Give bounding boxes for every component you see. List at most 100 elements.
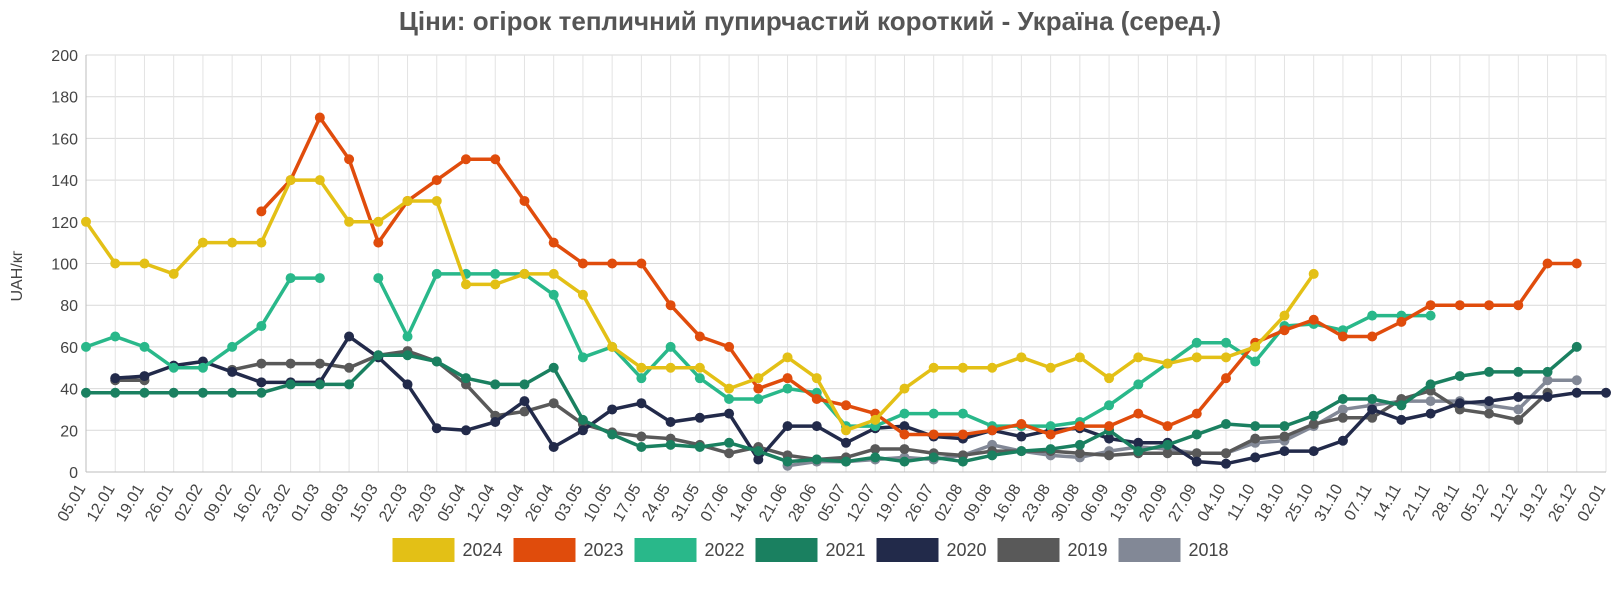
data-point-2020[interactable] [1542, 391, 1553, 402]
data-point-2021[interactable] [81, 387, 91, 398]
data-point-2024[interactable] [957, 362, 968, 373]
data-point-2021[interactable] [1279, 421, 1290, 432]
data-point-2019[interactable] [344, 362, 355, 373]
data-point-2020[interactable] [227, 366, 238, 377]
data-point-2019[interactable] [314, 358, 325, 369]
data-point-2019[interactable] [1221, 448, 1231, 459]
data-point-2019[interactable] [548, 398, 559, 409]
data-point-2022[interactable] [548, 289, 559, 300]
data-point-2024[interactable] [870, 414, 881, 425]
data-point-2020[interactable] [1104, 433, 1115, 444]
data-point-2021[interactable] [373, 350, 384, 361]
data-point-2020[interactable] [1279, 446, 1290, 457]
data-point-2019[interactable] [1162, 448, 1173, 459]
data-point-2020[interactable] [1016, 431, 1027, 442]
data-point-2021[interactable] [431, 356, 442, 367]
data-point-2024[interactable] [607, 341, 618, 352]
data-point-2021[interactable] [987, 450, 998, 461]
data-point-2019[interactable] [1337, 412, 1348, 423]
data-point-2023[interactable] [1104, 421, 1115, 432]
data-point-2022[interactable] [402, 331, 413, 342]
data-point-2020[interactable] [577, 425, 588, 436]
data-point-2022[interactable] [1045, 421, 1056, 432]
data-point-2020[interactable] [1250, 452, 1261, 463]
data-point-2022[interactable] [753, 394, 764, 405]
data-point-2020[interactable] [753, 454, 764, 465]
data-point-2022[interactable] [1367, 310, 1378, 321]
data-point-2021[interactable] [256, 387, 267, 398]
data-point-2024[interactable] [168, 268, 179, 279]
data-point-2021[interactable] [1425, 379, 1436, 390]
data-point-2024[interactable] [110, 258, 121, 269]
data-point-2021[interactable] [1396, 400, 1407, 411]
data-point-2022[interactable] [1425, 310, 1436, 321]
data-point-2024[interactable] [577, 289, 588, 300]
data-point-2021[interactable] [1074, 439, 1085, 450]
data-point-2020[interactable] [256, 377, 267, 388]
data-point-2022[interactable] [928, 408, 939, 419]
data-point-2020[interactable] [519, 396, 530, 407]
data-point-2024[interactable] [1221, 352, 1231, 363]
data-point-2023[interactable] [1191, 408, 1202, 419]
data-point-2021[interactable] [1542, 366, 1553, 377]
data-point-2022[interactable] [285, 273, 296, 284]
data-point-2024[interactable] [928, 362, 939, 373]
data-point-2020[interactable] [665, 416, 676, 427]
data-point-2021[interactable] [753, 446, 764, 457]
data-point-2021[interactable] [1016, 446, 1027, 457]
data-point-2024[interactable] [1308, 268, 1319, 279]
data-point-2021[interactable] [607, 429, 618, 440]
data-point-2023[interactable] [1571, 258, 1582, 269]
data-point-2024[interactable] [519, 268, 530, 279]
data-point-2019[interactable] [1191, 448, 1202, 459]
data-point-2022[interactable] [227, 341, 238, 352]
data-point-2021[interactable] [110, 387, 121, 398]
data-point-2023[interactable] [1133, 408, 1144, 419]
data-point-2023[interactable] [256, 206, 267, 217]
data-point-2019[interactable] [870, 444, 881, 455]
data-point-2024[interactable] [197, 237, 208, 248]
data-point-2023[interactable] [461, 154, 471, 165]
data-point-2021[interactable] [1250, 421, 1261, 432]
data-point-2020[interactable] [490, 416, 501, 427]
data-point-2020[interactable] [1396, 414, 1407, 425]
data-point-2024[interactable] [987, 362, 998, 373]
data-point-2019[interactable] [256, 358, 267, 369]
data-point-2020[interactable] [1484, 396, 1495, 407]
data-point-2021[interactable] [1191, 429, 1202, 440]
data-point-2024[interactable] [811, 373, 822, 384]
data-point-2023[interactable] [1016, 419, 1027, 430]
data-point-2021[interactable] [928, 452, 939, 463]
data-point-2021[interactable] [957, 456, 968, 467]
data-point-2024[interactable] [344, 216, 355, 227]
data-point-2021[interactable] [1571, 341, 1582, 352]
data-point-2023[interactable] [987, 425, 998, 436]
data-point-2022[interactable] [724, 394, 735, 405]
data-point-2021[interactable] [782, 456, 793, 467]
data-point-2021[interactable] [519, 379, 530, 390]
data-point-2019[interactable] [285, 358, 296, 369]
data-point-2023[interactable] [724, 341, 735, 352]
data-point-2024[interactable] [1133, 352, 1144, 363]
data-point-2024[interactable] [490, 279, 501, 290]
legend-item-2020[interactable]: 2020 [876, 538, 987, 562]
data-point-2018[interactable] [1337, 404, 1348, 415]
data-point-2018[interactable] [1542, 375, 1553, 386]
data-point-2024[interactable] [81, 216, 91, 227]
data-point-2021[interactable] [314, 379, 325, 390]
data-point-2019[interactable] [1104, 450, 1115, 461]
data-point-2023[interactable] [1454, 300, 1465, 311]
data-point-2024[interactable] [899, 383, 910, 394]
data-point-2023[interactable] [1221, 373, 1231, 384]
data-point-2021[interactable] [1133, 446, 1144, 457]
data-point-2021[interactable] [870, 452, 881, 463]
data-point-2021[interactable] [197, 387, 208, 398]
data-point-2020[interactable] [1454, 398, 1465, 409]
data-point-2021[interactable] [1513, 366, 1524, 377]
data-point-2021[interactable] [1484, 366, 1495, 377]
data-point-2022[interactable] [636, 373, 647, 384]
data-point-2023[interactable] [490, 154, 501, 165]
data-point-2021[interactable] [899, 456, 910, 467]
data-point-2023[interactable] [373, 237, 384, 248]
data-point-2022[interactable] [782, 383, 793, 394]
